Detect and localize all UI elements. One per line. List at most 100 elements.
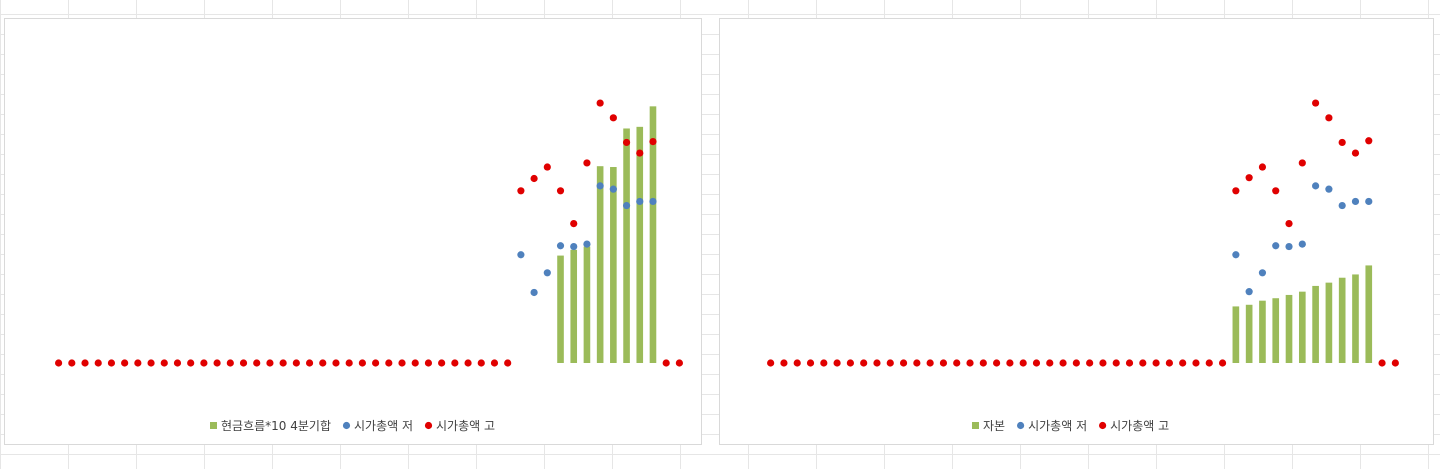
high-marker <box>477 359 485 367</box>
low-marker <box>530 288 538 297</box>
high-marker <box>305 359 314 367</box>
low-marker <box>622 201 631 210</box>
low-marker <box>596 182 604 190</box>
high-marker <box>81 359 89 367</box>
high-marker <box>1245 174 1253 182</box>
high-marker <box>1072 359 1080 367</box>
high-marker <box>1192 359 1200 367</box>
high-marker <box>253 359 261 367</box>
high-marker <box>913 359 921 367</box>
legend-label: 시가총액 고 <box>1110 419 1169 433</box>
high-marker <box>1258 163 1267 171</box>
high-marker <box>1298 159 1306 167</box>
bar-mark <box>1259 300 1266 363</box>
low-marker <box>1312 182 1320 190</box>
high-marker <box>345 359 353 367</box>
high-marker <box>266 359 274 367</box>
high-marker <box>820 359 828 367</box>
legend-low-swatch <box>342 421 351 430</box>
high-marker <box>1059 359 1067 367</box>
high-marker <box>55 359 63 367</box>
high-marker <box>1125 359 1134 367</box>
low-marker <box>609 185 617 193</box>
bar-mark <box>1272 298 1280 363</box>
high-marker <box>1139 359 1147 367</box>
high-marker <box>873 359 881 367</box>
capital-chart-canvas: 자본 시가총액 저 시가총액 고 <box>767 99 1399 433</box>
low-marker <box>1298 240 1306 248</box>
high-marker <box>490 359 499 367</box>
high-marker <box>134 359 142 367</box>
low-marker <box>556 242 565 250</box>
bar-mark <box>1232 306 1240 363</box>
high-marker <box>886 359 894 367</box>
high-marker <box>1032 359 1041 367</box>
bar-mark <box>583 246 591 363</box>
high-marker <box>1165 359 1173 367</box>
low-marker <box>583 240 591 248</box>
low-marker <box>649 197 657 206</box>
high-marker <box>1099 359 1107 367</box>
bar-mark <box>557 255 564 363</box>
high-marker <box>1312 99 1320 107</box>
high-marker <box>332 359 340 367</box>
bar-mark <box>1352 274 1359 363</box>
capital-chart[interactable]: 자본 시가총액 저 시가총액 고 <box>719 18 1434 445</box>
legend-label: 자본 <box>983 419 1005 433</box>
high-marker <box>200 359 208 367</box>
low-marker <box>517 251 525 259</box>
legend-label: 시가총액 고 <box>436 419 495 433</box>
high-marker <box>187 359 195 367</box>
high-marker <box>411 359 419 367</box>
cash-flow-chart[interactable]: 현금흐름*10 4분기합 시가총액 저 시가총액 고 <box>4 18 702 445</box>
high-marker <box>806 359 815 367</box>
high-marker <box>1285 220 1293 228</box>
legend-high-swatch <box>1099 421 1107 430</box>
high-marker <box>451 359 459 367</box>
high-marker <box>926 359 934 367</box>
high-marker <box>1272 187 1280 195</box>
high-marker <box>939 359 948 367</box>
high-marker <box>570 220 578 228</box>
high-marker <box>993 359 1001 367</box>
cash-flow-chart-canvas: 현금흐름*10 4분기합 시가총액 저 시가총액 고 <box>55 99 683 433</box>
bar-mark <box>596 166 604 363</box>
high-marker <box>846 359 854 367</box>
high-marker <box>372 359 380 367</box>
bar-mark <box>1285 294 1293 363</box>
high-marker <box>1019 359 1027 367</box>
high-marker <box>292 359 300 367</box>
high-marker <box>662 359 670 367</box>
bar-mark <box>1325 282 1333 363</box>
high-marker <box>1112 359 1120 367</box>
high-marker <box>649 138 657 146</box>
high-marker <box>398 359 406 367</box>
high-marker <box>1218 359 1227 367</box>
bar-mark <box>649 106 657 363</box>
high-marker <box>596 99 604 107</box>
high-marker <box>385 359 393 367</box>
high-marker <box>121 359 129 367</box>
high-marker <box>953 359 961 367</box>
bar-mark <box>1298 291 1306 363</box>
high-marker <box>147 359 155 367</box>
high-marker <box>1046 359 1054 367</box>
bar-mark <box>1312 285 1319 363</box>
high-marker <box>279 359 287 367</box>
high-marker <box>213 359 221 367</box>
high-marker <box>424 359 433 367</box>
low-marker <box>1245 288 1253 296</box>
bar-mark <box>623 128 630 363</box>
low-marker <box>1351 197 1360 206</box>
high-marker <box>1152 359 1160 367</box>
bar-mark <box>1365 265 1373 363</box>
high-marker <box>1086 359 1094 367</box>
legend-label: 시가총액 저 <box>1028 419 1087 433</box>
bar-mark <box>610 167 617 363</box>
high-marker <box>609 114 617 122</box>
high-marker <box>1205 359 1213 367</box>
bar-mark <box>1245 304 1253 363</box>
high-marker <box>675 359 683 367</box>
legend-bar-swatch <box>972 422 979 429</box>
high-marker <box>239 359 248 367</box>
